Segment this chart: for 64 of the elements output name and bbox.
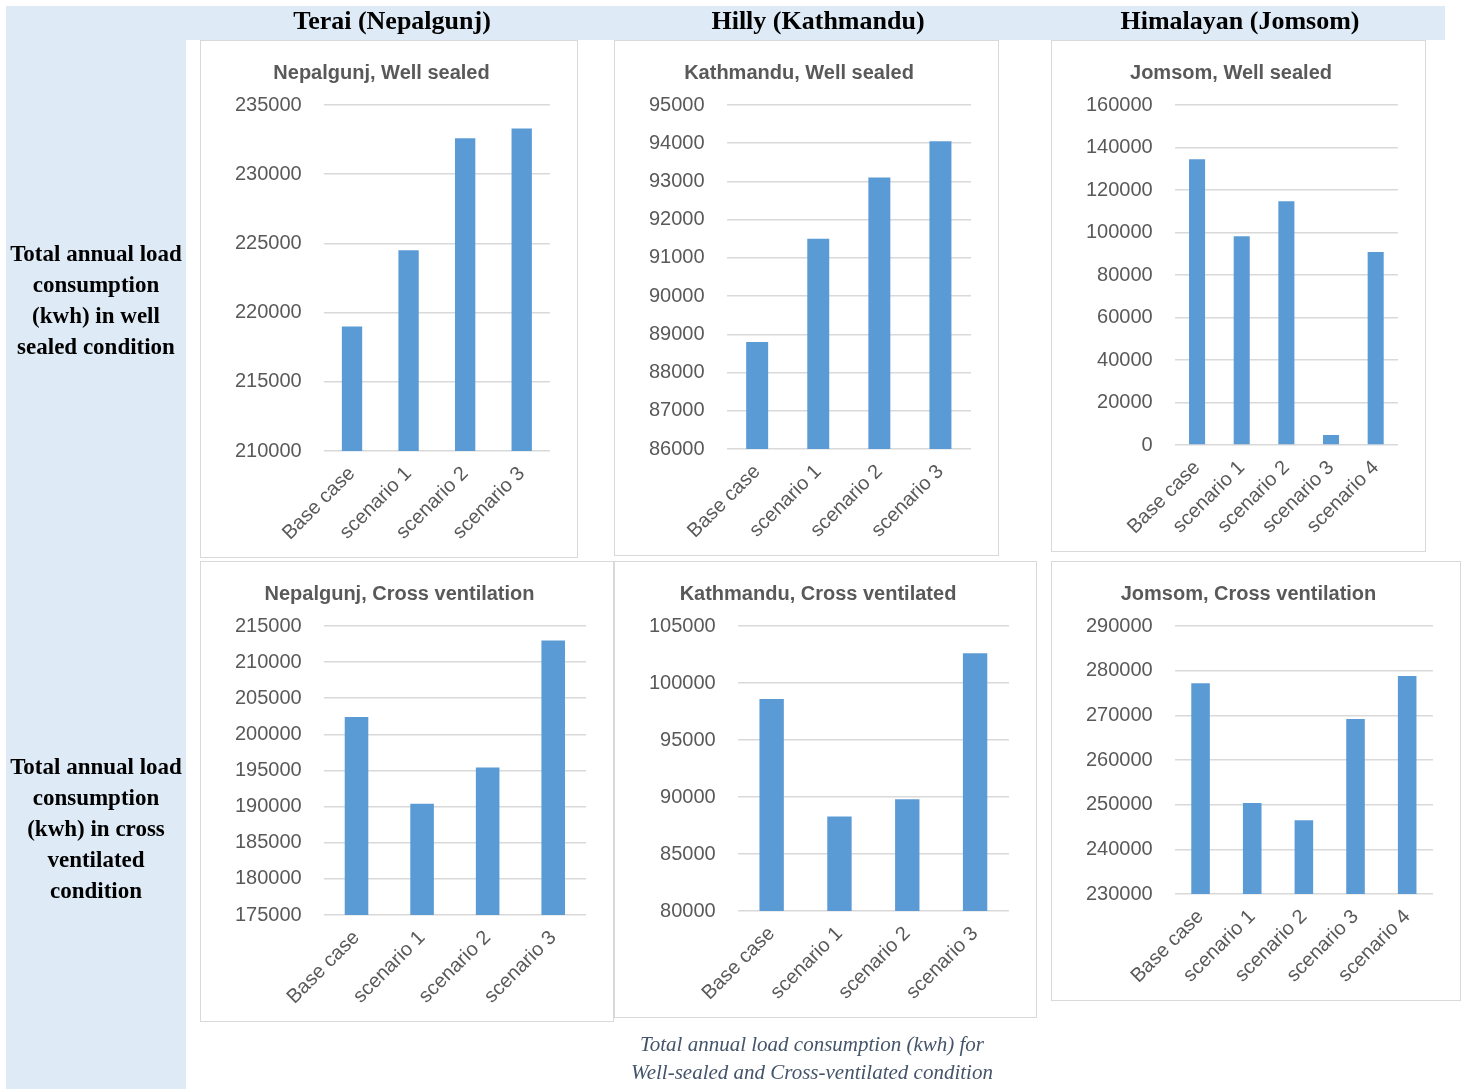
text: Himalayan (Jomsom) bbox=[1119, 6, 1361, 37]
bar bbox=[1278, 201, 1295, 445]
bar bbox=[1233, 236, 1250, 445]
chart-title: Nepalgunj, Well sealed bbox=[273, 60, 490, 83]
y-tick-label: 120000 bbox=[1085, 177, 1153, 200]
y-tick-label: 89000 bbox=[648, 321, 705, 344]
y-tick-label: 20000 bbox=[1097, 390, 1153, 413]
y-tick-label: 80000 bbox=[1097, 262, 1153, 285]
y-tick-label: 175000 bbox=[234, 902, 302, 925]
y-tick-label: 105000 bbox=[648, 613, 716, 636]
y-tick-label: 92000 bbox=[648, 207, 705, 230]
y-tick-label: 160000 bbox=[1085, 92, 1153, 115]
y-tick-label: 100000 bbox=[1085, 220, 1153, 243]
y-tick-label: 88000 bbox=[648, 360, 705, 383]
y-tick-label: 95000 bbox=[648, 92, 705, 115]
y-tick-label: 220000 bbox=[234, 300, 302, 323]
y-tick-label: 205000 bbox=[234, 685, 302, 708]
y-tick-label: 90000 bbox=[648, 283, 705, 306]
y-tick-label: 195000 bbox=[234, 758, 302, 781]
chart-title: Jomsom, Well sealed bbox=[1130, 60, 1332, 83]
y-tick-label: 225000 bbox=[234, 230, 302, 253]
chart-title: Nepalgunj, Cross ventilation bbox=[264, 581, 535, 604]
text: Hilly (Kathmandu) bbox=[710, 6, 926, 37]
text: Terai (Nepalgunj) bbox=[292, 6, 492, 37]
chart-title: Jomsom, Cross ventilation bbox=[1120, 581, 1377, 604]
y-tick-label: 80000 bbox=[660, 898, 716, 921]
y-tick-label: 90000 bbox=[660, 784, 716, 807]
bar bbox=[1189, 159, 1206, 445]
y-tick-label: 235000 bbox=[234, 92, 302, 115]
y-tick-label: 260000 bbox=[1085, 747, 1153, 770]
y-axis-title: Total annual load consumption (kwh) in cross ventilated condition bbox=[9, 752, 183, 905]
text: Total annual load consumption (kwh) for Well-sealed and Cross-ventilated condition bbox=[630, 1031, 994, 1086]
y-tick-label: 87000 bbox=[648, 398, 705, 421]
y-tick-label: 190000 bbox=[234, 794, 302, 817]
y-tick-label: 100000 bbox=[648, 670, 716, 693]
y-tick-label: 91000 bbox=[648, 245, 705, 268]
y-tick-label: 250000 bbox=[1085, 792, 1153, 815]
y-tick-label: 215000 bbox=[234, 369, 302, 392]
y-tick-label: 210000 bbox=[234, 649, 302, 672]
y-tick-label: 185000 bbox=[234, 830, 302, 853]
y-tick-label: 60000 bbox=[1097, 305, 1153, 328]
y-tick-label: 93000 bbox=[648, 168, 705, 191]
y-axis-title: Total annual load consumption (kwh) in well sealed condition bbox=[9, 240, 183, 361]
y-tick-label: 270000 bbox=[1085, 702, 1153, 725]
bar bbox=[1322, 435, 1340, 445]
chart-title: Kathmandu, Well sealed bbox=[684, 60, 914, 83]
y-tick-label: 85000 bbox=[660, 841, 716, 864]
y-tick-label: 0 bbox=[1141, 432, 1153, 455]
y-tick-label: 140000 bbox=[1085, 135, 1153, 158]
y-tick-label: 230000 bbox=[234, 161, 302, 184]
y-tick-label: 40000 bbox=[1097, 347, 1153, 370]
y-tick-label: 95000 bbox=[660, 727, 716, 750]
y-tick-label: 215000 bbox=[234, 613, 302, 636]
y-tick-label: 180000 bbox=[234, 866, 302, 889]
y-tick-label: 290000 bbox=[1085, 613, 1153, 636]
y-tick-label: 240000 bbox=[1085, 836, 1153, 859]
bar bbox=[1367, 252, 1384, 445]
y-tick-label: 280000 bbox=[1085, 658, 1153, 681]
y-tick-label: 86000 bbox=[648, 436, 705, 459]
chart-title: Kathmandu, Cross ventilated bbox=[679, 581, 957, 604]
y-tick-label: 200000 bbox=[234, 721, 302, 744]
y-tick-label: 94000 bbox=[648, 130, 705, 153]
y-tick-label: 230000 bbox=[1085, 881, 1153, 904]
y-tick-label: 210000 bbox=[234, 438, 302, 461]
